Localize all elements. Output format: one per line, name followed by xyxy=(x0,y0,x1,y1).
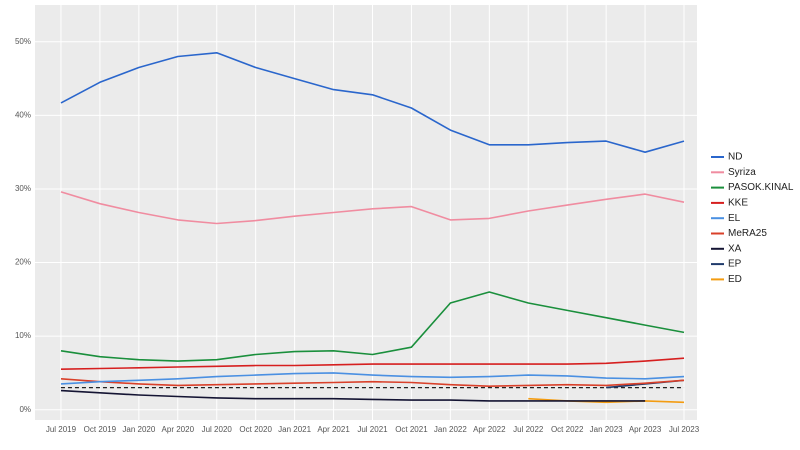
x-tick-label: Jan 2020 xyxy=(122,425,155,434)
x-tick-label: Oct 2020 xyxy=(239,425,272,434)
series-line xyxy=(60,52,685,153)
legend-label: EP xyxy=(728,259,742,270)
x-tick-label: Jul 2022 xyxy=(513,425,544,434)
series-line xyxy=(60,357,685,370)
x-tick-label: Jul 2023 xyxy=(669,425,700,434)
y-tick-label: 20% xyxy=(15,258,31,267)
y-tick-label: 30% xyxy=(15,184,31,193)
plot-panel xyxy=(35,5,697,420)
y-tick-label: 0% xyxy=(19,405,31,414)
legend-label: PASOK.KINAL xyxy=(728,182,794,193)
x-tick-label: Oct 2019 xyxy=(84,425,117,434)
x-tick-label: Apr 2023 xyxy=(629,425,662,434)
series-line xyxy=(60,291,685,362)
series-line xyxy=(60,389,646,402)
x-tick-label: Jul 2019 xyxy=(46,425,77,434)
x-tick-label: Oct 2021 xyxy=(395,425,428,434)
x-tick-label: Jul 2020 xyxy=(202,425,233,434)
legend-label: ED xyxy=(728,274,742,285)
x-tick-label: Jan 2022 xyxy=(434,425,467,434)
series-line xyxy=(60,378,685,387)
legend-label: XA xyxy=(728,243,742,254)
x-tick-label: Jul 2021 xyxy=(357,425,388,434)
series-line xyxy=(60,372,685,385)
series-line xyxy=(60,191,685,225)
x-tick-label: Jan 2023 xyxy=(590,425,623,434)
legend-label: ND xyxy=(728,152,742,163)
x-tick-label: Oct 2022 xyxy=(551,425,584,434)
legend-label: Syriza xyxy=(728,167,756,178)
legend-label: KKE xyxy=(728,198,748,209)
legend-label: EL xyxy=(728,213,741,224)
x-tick-label: Jan 2021 xyxy=(278,425,311,434)
x-tick-label: Apr 2020 xyxy=(162,425,195,434)
legend-label: MeRA25 xyxy=(728,228,767,239)
x-tick-label: Apr 2021 xyxy=(317,425,350,434)
y-tick-label: 10% xyxy=(15,331,31,340)
x-tick-label: Apr 2022 xyxy=(473,425,506,434)
legend: ND Syriza PASOK.KINAL KKE EL MeRA25 XA EP ED xyxy=(711,152,794,285)
y-tick-label: 50% xyxy=(15,37,31,46)
y-tick-label: 40% xyxy=(15,110,31,119)
